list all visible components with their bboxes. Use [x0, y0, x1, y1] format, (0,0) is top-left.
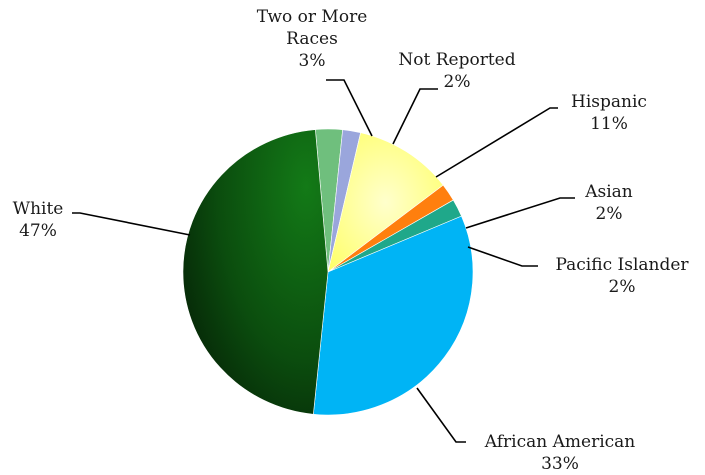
pie-slice-african-american — [313, 215, 474, 416]
leader-line-white — [72, 212, 191, 236]
pie-slice-white — [182, 129, 329, 415]
leader-line-asian — [465, 197, 575, 229]
leader-line-not-reported — [392, 88, 438, 145]
data-label-not-reported: Not Reported 2% — [398, 50, 515, 92]
data-label-white: White 47% — [13, 199, 64, 241]
data-label-hispanic: Hispanic 11% — [571, 92, 647, 134]
data-label-african-american: African American 33% — [484, 432, 636, 474]
pie-slice-hispanic — [327, 132, 444, 273]
leader-line-pacific-islander — [467, 246, 538, 267]
data-label-two-or-more-races: Two or More Races 3% — [257, 7, 368, 71]
leader-line-hispanic — [435, 107, 558, 178]
data-label-pacific-islander: Pacific Islander 2% — [555, 255, 689, 297]
data-label-asian: Asian 2% — [584, 182, 633, 224]
leader-line-two-or-more-races — [326, 79, 373, 137]
leader-line-african-american — [416, 387, 466, 443]
